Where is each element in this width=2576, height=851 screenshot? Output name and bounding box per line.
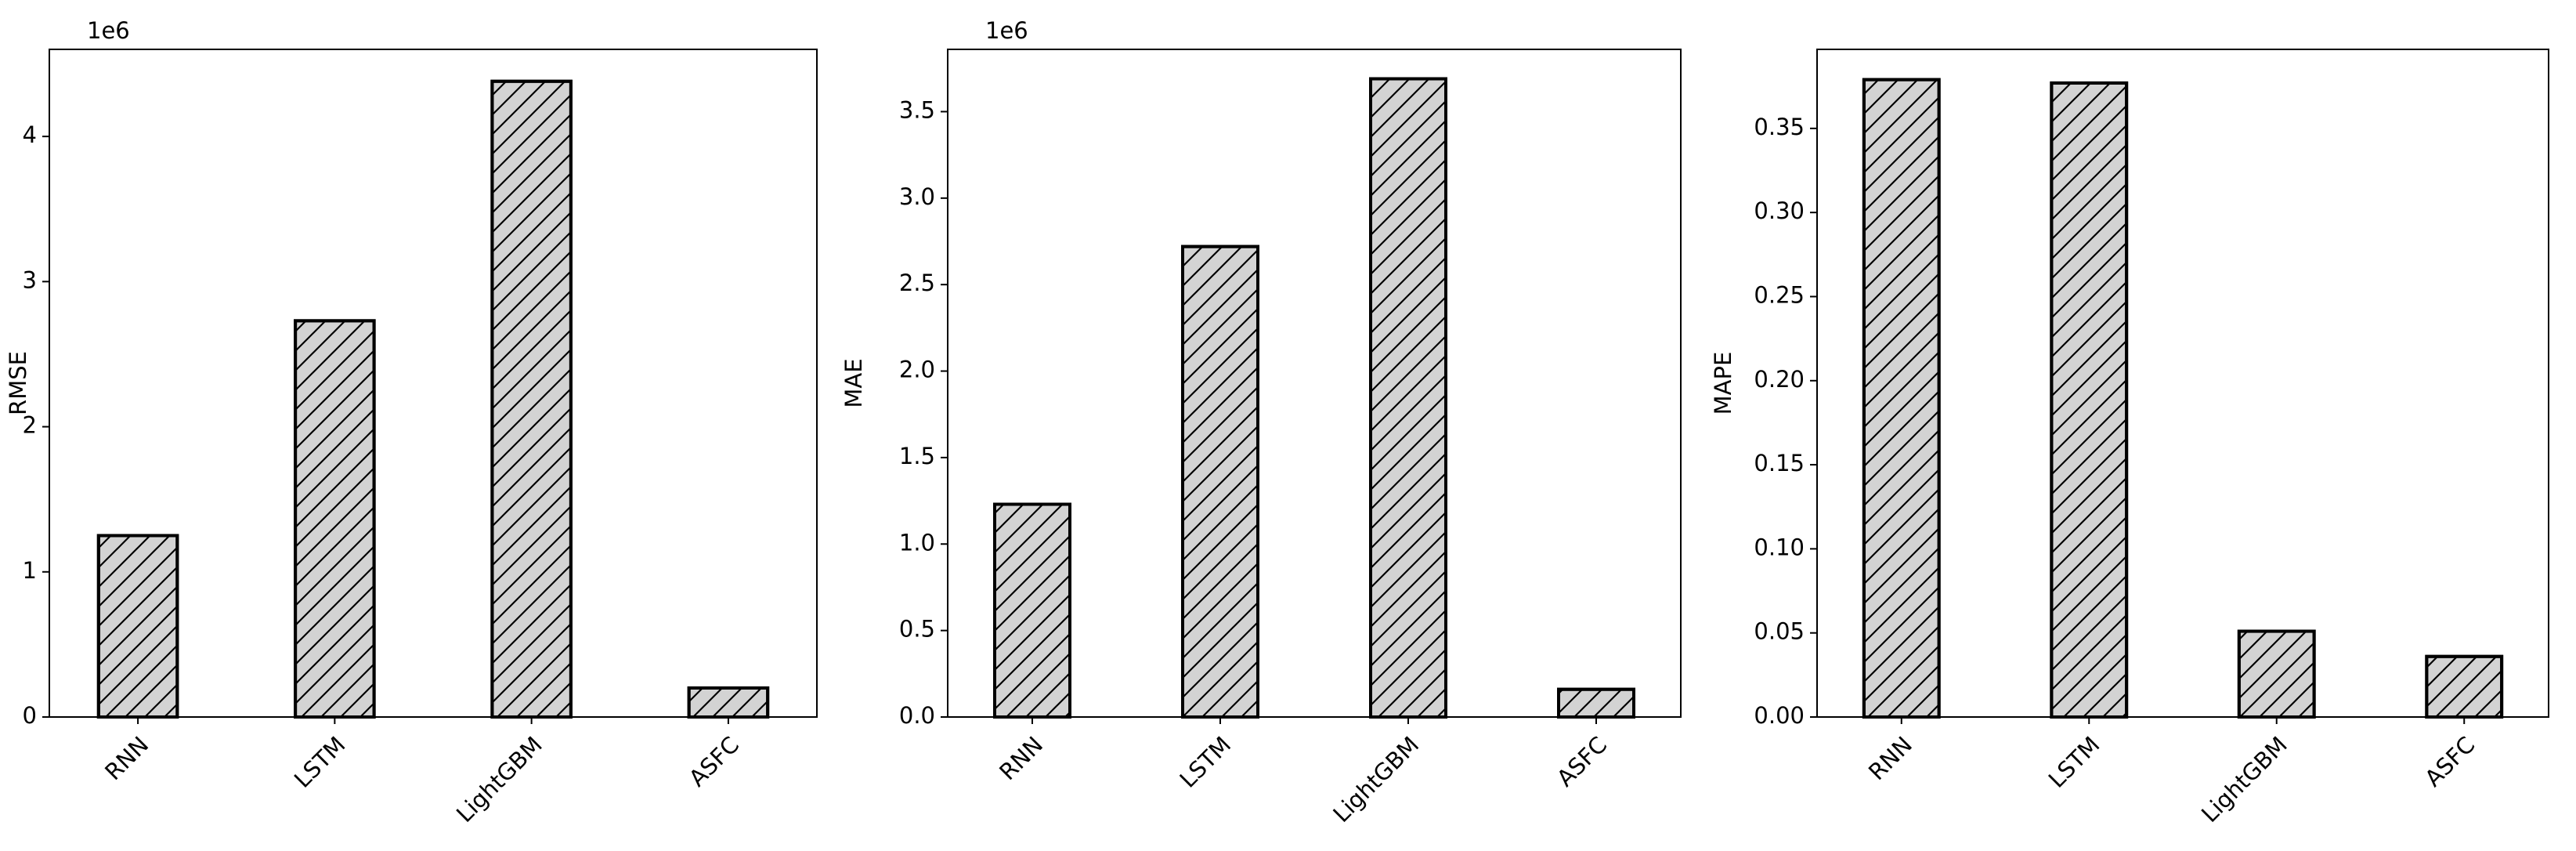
bar-hatch: [2050, 81, 2129, 719]
y-tick-label: 0.0: [899, 702, 935, 729]
y-tick-label: 0.20: [1754, 366, 1805, 393]
y-tick-label: 0.15: [1754, 450, 1805, 476]
bar-hatch: [1862, 78, 1941, 719]
x-tick-label: LSTM: [289, 731, 351, 793]
subplot: RNN LSTM LightGBM ASFC 0.0 0.5 1.0 1.5 2.0 2.5 3.0…: [840, 17, 1682, 827]
y-tick-label: 2.5: [899, 270, 935, 296]
y-tick-label: 0.10: [1754, 534, 1805, 560]
y-tick-label: 0.05: [1754, 618, 1805, 645]
axes-frame: [1816, 49, 2549, 718]
bar-hatch: [2237, 629, 2316, 719]
y-tick-label: 3: [23, 266, 37, 293]
x-tick-label: ASFC: [1552, 731, 1612, 791]
y-tick-label: 3.5: [899, 96, 935, 123]
y-tick-label: 2: [23, 412, 37, 439]
y-tick-label: 1: [23, 557, 37, 584]
x-tick-label: ASFC: [684, 731, 744, 791]
y-tick-label: 0.35: [1754, 114, 1805, 140]
y-axis-label: MAPE: [1710, 352, 1736, 415]
y-axis-label: MAE: [840, 358, 867, 407]
x-tick-label: RNN: [994, 731, 1048, 785]
axis-offset: 1e6: [87, 17, 130, 44]
x-tick-label: LightGBM: [2196, 731, 2292, 827]
y-tick-label: 0.00: [1754, 702, 1805, 729]
bar-hatch: [1369, 77, 1447, 719]
y-tick-label: 0.30: [1754, 197, 1805, 224]
x-tick-label: RNN: [99, 731, 154, 785]
bar-hatch: [1181, 244, 1259, 719]
axes-frame: [49, 49, 818, 718]
bar-hatch: [490, 79, 573, 719]
bar-hatch: [2425, 654, 2504, 719]
bar-hatch: [687, 686, 770, 719]
y-tick-label: 0: [23, 702, 37, 729]
subplot: RNN LSTM LightGBM ASFC 0 1 2 3 4 RMSE 1e6: [5, 17, 818, 827]
axes-frame: [947, 49, 1682, 718]
x-tick-label: LSTM: [1175, 731, 1237, 793]
axis-offset: 1e6: [985, 17, 1028, 44]
x-tick-label: ASFC: [2419, 731, 2480, 791]
y-tick-label: 0.25: [1754, 281, 1805, 308]
y-tick-label: 3.0: [899, 183, 935, 210]
x-tick-label: LightGBM: [451, 731, 547, 827]
bar-hatch: [294, 319, 376, 719]
y-tick-label: 4: [23, 121, 37, 148]
bar-hatch: [1557, 687, 1635, 719]
y-axis-label: RMSE: [5, 351, 31, 415]
bar-hatch: [993, 502, 1071, 719]
x-tick-label: RNN: [1863, 731, 1917, 785]
x-tick-label: LightGBM: [1328, 731, 1424, 827]
y-tick-label: 2.0: [899, 357, 935, 383]
y-tick-label: 1.5: [899, 443, 935, 469]
x-tick-label: LSTM: [2043, 731, 2105, 793]
y-tick-label: 1.0: [899, 529, 935, 556]
y-tick-label: 0.5: [899, 616, 935, 643]
bar-hatch: [96, 534, 179, 719]
subplot: RNN LSTM LightGBM ASFC 0.00 0.05 0.10 0.15 0.20 0…: [1710, 49, 2549, 827]
